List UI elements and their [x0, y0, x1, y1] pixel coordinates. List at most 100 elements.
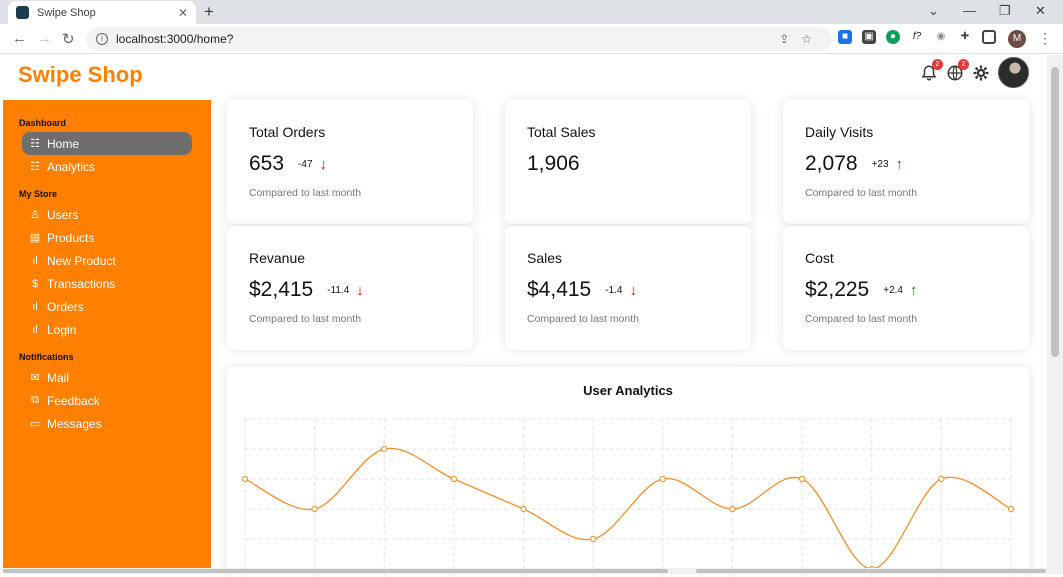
- card-title: Revanue: [249, 250, 306, 266]
- user-icon: ♙: [30, 209, 40, 221]
- card-value: 2,078: [805, 152, 858, 175]
- card-title: Sales: [527, 250, 563, 266]
- user-analytics-card: User Analytics: [227, 367, 1029, 577]
- app-logo[interactable]: Swipe Shop: [18, 62, 143, 87]
- language-icon[interactable]: 2: [946, 59, 969, 82]
- message-icon: ▭: [29, 418, 41, 430]
- extension-camera-icon[interactable]: ◉: [936, 31, 946, 42]
- card-change: -1.4: [605, 284, 623, 296]
- sidebar-item-orders[interactable]: ıl Orders: [22, 295, 192, 318]
- sidebar-section-title: My Store: [19, 189, 58, 199]
- data-point[interactable]: [450, 475, 458, 483]
- sidebar-item-transactions[interactable]: $ Transactions: [22, 272, 192, 295]
- horizontal-scrollbar[interactable]: [0, 568, 1063, 574]
- stat-card-total-orders: Total Orders 653 -47 ↓ Compared to last …: [227, 100, 473, 224]
- extension-location-icon[interactable]: ●: [886, 30, 900, 44]
- share-star-icons[interactable]: ⇪☆: [779, 32, 824, 46]
- extension-box-icon[interactable]: ▣: [862, 30, 876, 44]
- stat-card-daily-visits: Daily Visits 2,078 +23 ↑ Compared to las…: [783, 100, 1029, 224]
- tab-search-icon[interactable]: ⌄: [928, 3, 939, 18]
- sidebar-item-products[interactable]: ▤ Products: [22, 226, 192, 249]
- data-point[interactable]: [520, 505, 527, 513]
- info-icon[interactable]: i: [96, 33, 108, 45]
- restore-button[interactable]: ❐: [999, 3, 1011, 18]
- language-badge: 2: [958, 59, 969, 70]
- arrow-down-icon: ↓: [356, 281, 364, 299]
- profile-avatar[interactable]: M: [1008, 30, 1026, 48]
- sidebar-item-label: Feedback: [47, 393, 100, 408]
- sidebar-item-label: Mail: [47, 370, 70, 385]
- data-point[interactable]: [381, 445, 388, 453]
- sidebar-item-new-product[interactable]: ıl New Product: [22, 249, 192, 272]
- browser-tab-strip: Swipe Shop ✕ + ⌄ — ❐ ✕: [0, 0, 1063, 24]
- sidebar-item-label: Analytics: [47, 159, 96, 174]
- card-value: 1,906: [527, 152, 580, 175]
- close-window-button[interactable]: ✕: [1035, 3, 1046, 18]
- new-tab-button[interactable]: +: [204, 2, 214, 21]
- card-title: Cost: [805, 250, 834, 266]
- tab-title: Swipe Shop: [37, 6, 96, 19]
- notification-badge: 2: [932, 59, 943, 70]
- sidebar-item-label: New Product: [47, 253, 116, 268]
- sidebar-item-login[interactable]: ıl Login: [22, 318, 192, 341]
- card-value: $2,415: [249, 278, 314, 301]
- sidebar-item-label: Transactions: [47, 276, 116, 291]
- scroll-thumb[interactable]: [696, 569, 1046, 573]
- sidebar: Dashboard ☷ Home ☷ Analytics My Store ♙ …: [3, 100, 211, 570]
- card-change: -47: [298, 158, 313, 170]
- card-change: -11.4: [327, 284, 350, 296]
- browser-menu-icon[interactable]: ⋮: [1038, 30, 1052, 46]
- forward-icon[interactable]: →: [37, 30, 52, 47]
- data-point[interactable]: [729, 505, 736, 513]
- arrow-down-icon: ↓: [629, 281, 637, 299]
- sidebar-item-label: Login: [47, 322, 77, 337]
- data-point[interactable]: [1007, 505, 1015, 513]
- sidebar-item-messages[interactable]: ▭ Messages: [22, 412, 192, 435]
- sidebar-item-feedback[interactable]: ⧉ Feedback: [22, 389, 192, 412]
- stat-card-cost: Cost $2,225 +2.4 ↑ Compared to last mont…: [783, 226, 1029, 350]
- vertical-scrollbar[interactable]: [1047, 55, 1063, 568]
- reload-icon[interactable]: ↻: [62, 31, 75, 48]
- sidebar-item-home[interactable]: ☷ Home: [22, 132, 192, 155]
- user-avatar[interactable]: [998, 57, 1029, 88]
- sidebar-item-analytics[interactable]: ☷ Analytics: [22, 155, 192, 178]
- browser-tab[interactable]: Swipe Shop ✕: [8, 1, 196, 24]
- scroll-thumb[interactable]: [1051, 67, 1059, 357]
- user-analytics-chart: [241, 418, 1015, 577]
- card-value: $4,415: [527, 278, 592, 301]
- data-point[interactable]: [311, 505, 318, 513]
- data-point[interactable]: [659, 475, 666, 483]
- favicon-icon: [16, 6, 29, 19]
- data-point[interactable]: [241, 475, 249, 483]
- side-panel-icon[interactable]: [982, 30, 996, 44]
- minimize-button[interactable]: —: [963, 3, 976, 18]
- mail-icon: ✉: [30, 372, 40, 384]
- bar-chart-icon: ıl: [32, 300, 38, 313]
- extension-meet-icon[interactable]: ■: [838, 30, 852, 44]
- table-icon: ☷: [30, 161, 40, 173]
- card-subtitle: Compared to last month: [805, 313, 918, 325]
- extensions-puzzle-icon[interactable]: ✚: [960, 31, 970, 42]
- sidebar-item-label: Messages: [47, 416, 102, 431]
- extension-fx-icon[interactable]: f?: [912, 31, 922, 42]
- scroll-thumb[interactable]: [3, 569, 668, 573]
- sidebar-item-mail[interactable]: ✉ Mail: [22, 366, 192, 389]
- sidebar-section-title: Notifications: [19, 352, 74, 362]
- arrow-up-icon: ↑: [895, 155, 904, 173]
- data-point[interactable]: [590, 535, 597, 543]
- sidebar-section-title: Dashboard: [19, 118, 67, 128]
- bar-chart-icon: ıl: [32, 323, 38, 336]
- data-point[interactable]: [938, 475, 945, 483]
- data-point[interactable]: [798, 475, 806, 483]
- notification-icon[interactable]: 2: [920, 59, 943, 82]
- stat-card-revenue: Revanue $2,415 -11.4 ↓ Compared to last …: [227, 226, 473, 350]
- sidebar-item-label: Orders: [47, 299, 84, 314]
- sidebar-item-users[interactable]: ♙ Users: [22, 203, 192, 226]
- card-title: Daily Visits: [805, 124, 874, 140]
- address-bar[interactable]: i localhost:3000/home? ⇪☆: [86, 27, 832, 51]
- settings-icon[interactable]: [972, 64, 990, 82]
- stat-card-total-sales: Total Sales 1,906: [505, 100, 751, 224]
- close-tab-icon[interactable]: ✕: [177, 5, 188, 20]
- url-text: localhost:3000/home?: [116, 32, 234, 46]
- back-icon[interactable]: ←: [12, 30, 27, 47]
